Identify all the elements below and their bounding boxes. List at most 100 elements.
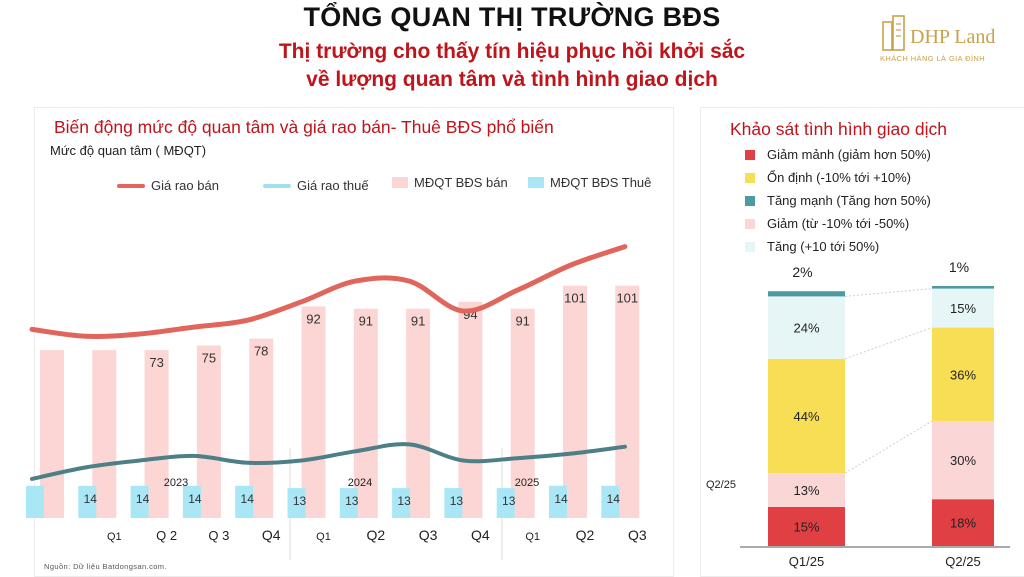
quarter-tick-label: Q1 bbox=[525, 531, 540, 543]
legend-increase: Tăng (+10 tới 50%) bbox=[745, 235, 931, 258]
quarter-tick-label: Q3 bbox=[628, 527, 647, 543]
legend-box-swatch bbox=[745, 218, 755, 229]
interest-chart-title: Biến động mức độ quan tâm và giá rao bán… bbox=[54, 117, 554, 137]
bar-segment-decline bbox=[768, 473, 845, 507]
segment-label: 13% bbox=[793, 483, 819, 498]
interest-rent-label: 14 bbox=[607, 492, 621, 506]
legend-box-swatch bbox=[745, 241, 755, 252]
quarter-tick-label: Q4 bbox=[262, 527, 281, 543]
interest-sale-label: 91 bbox=[515, 314, 529, 329]
interest-rent-bar bbox=[235, 485, 254, 518]
legend-label: MĐQT BĐS bán bbox=[414, 175, 508, 190]
bar-segment-increase bbox=[932, 288, 994, 328]
interest-rent-bar bbox=[549, 485, 567, 518]
category-label: Q2/25 bbox=[945, 554, 980, 569]
interest-rent-label: 13 bbox=[502, 494, 516, 508]
interest-sale-bar bbox=[458, 301, 483, 518]
survey-chart-title: Khảo sát tình hình giao dịch bbox=[730, 119, 947, 139]
segment-label: 2% bbox=[792, 264, 812, 280]
interest-sale-label: 78 bbox=[254, 344, 268, 359]
legend-line-swatch bbox=[117, 183, 145, 188]
legend-box-swatch bbox=[745, 172, 755, 183]
quarter-tick-label: Q1 bbox=[107, 531, 122, 543]
side-label: Q2/25 bbox=[706, 479, 736, 491]
legend-sale-price: Giá rao bán bbox=[117, 178, 219, 193]
building-logo-icon bbox=[882, 15, 905, 51]
legend-interest-sale: MĐQT BĐS bán bbox=[392, 175, 508, 190]
bar-segment-decline bbox=[932, 421, 994, 500]
segment-label: 1% bbox=[949, 259, 969, 275]
rent-price-line bbox=[30, 442, 627, 481]
quarter-tick-label: Q3 bbox=[419, 527, 438, 543]
interest-sale-bar bbox=[353, 308, 378, 518]
interest-chart-ylabel: Mức độ quan tâm ( MĐQT) bbox=[50, 143, 207, 158]
legend-label: Ổn định (-10% tới +10%) bbox=[767, 170, 912, 185]
interest-rent-label: 14 bbox=[188, 492, 202, 506]
legend-interest-rent: MĐQT BĐS Thuê bbox=[528, 175, 651, 190]
quarter-tick-label: Q2 bbox=[576, 527, 595, 543]
interest-sale-bar bbox=[615, 285, 640, 518]
interest-sale-label: 91 bbox=[411, 314, 425, 329]
interest-rent-bar bbox=[444, 488, 463, 518]
page-subtitle-line-2: về lượng quan tâm và tình hình giao dịch bbox=[306, 68, 718, 91]
interest-sale-label: 75 bbox=[202, 351, 216, 366]
interest-sale-bar bbox=[301, 306, 326, 518]
segment-label: 15% bbox=[950, 301, 976, 316]
interest-rent-label: 13 bbox=[345, 494, 359, 508]
bar-segment-increase bbox=[768, 296, 845, 359]
interest-rent-bar bbox=[496, 488, 515, 518]
survey-legend: Giảm mảnh (giảm hơn 50%) Ổn định (-10% t… bbox=[745, 143, 931, 258]
segment-label: 36% bbox=[950, 367, 976, 382]
logo-tagline: KHÁCH HÀNG LÀ GIA ĐÌNH bbox=[880, 54, 986, 63]
bar-segment-stable bbox=[768, 358, 845, 474]
segment-label: 30% bbox=[950, 453, 976, 468]
category-label: Q1/25 bbox=[789, 554, 824, 569]
legend-label: Giảm (từ -10% tới -50%) bbox=[767, 216, 910, 231]
legend-box-swatch bbox=[528, 177, 544, 188]
page-title: TỔNG QUAN THỊ TRƯỜNG BĐS bbox=[303, 2, 721, 32]
quarter-tick-label: Q1 bbox=[316, 531, 331, 543]
legend-box-swatch bbox=[392, 177, 408, 188]
interest-rent-bar bbox=[339, 488, 358, 518]
connector-line bbox=[844, 327, 933, 360]
legend-box-swatch bbox=[745, 195, 755, 206]
legend-label: Tăng mạnh (Tăng hơn 50%) bbox=[767, 193, 931, 208]
quarter-tick-label: Q 3 bbox=[208, 528, 229, 543]
interest-sale-label: 92 bbox=[306, 311, 320, 326]
legend-label: Tăng (+10 tới 50%) bbox=[767, 239, 880, 254]
interest-rent-bar bbox=[26, 485, 44, 518]
interest-rent-bar bbox=[78, 485, 97, 518]
interest-rent-label: 13 bbox=[450, 494, 464, 508]
legend-label: Giá rao bán bbox=[151, 178, 219, 193]
interest-rent-label: 14 bbox=[84, 492, 98, 506]
legend-decline-strong: Giảm mảnh (giảm hơn 50%) bbox=[745, 143, 931, 166]
legend-rent-price: Giá rao thuế bbox=[263, 178, 369, 193]
year-label: 2024 bbox=[348, 477, 372, 489]
year-label: 2023 bbox=[164, 477, 188, 489]
interest-rent-bar bbox=[130, 485, 149, 518]
bar-segment-decline-strong bbox=[768, 507, 845, 546]
legend-box-swatch bbox=[745, 149, 755, 160]
segment-label: 15% bbox=[793, 520, 819, 535]
quarter-tick-label: Q2 bbox=[366, 527, 385, 543]
interest-sale-bar bbox=[563, 285, 587, 518]
source-note: Nguồn: Dữ liệu Batdongsan.com. bbox=[44, 562, 167, 571]
segment-label: 18% bbox=[950, 516, 976, 531]
interest-rent-label: 14 bbox=[554, 492, 568, 506]
quarter-tick-label: Q4 bbox=[471, 527, 490, 543]
year-label: 2025 bbox=[515, 477, 539, 489]
interest-rent-label: 13 bbox=[293, 494, 307, 508]
segment-label: 44% bbox=[793, 409, 819, 424]
interest-rent-bar bbox=[287, 488, 306, 518]
legend-label: Giá rao thuế bbox=[297, 178, 369, 193]
sale-price-line bbox=[29, 244, 628, 339]
legend-decline: Giảm (từ -10% tới -50%) bbox=[745, 212, 931, 235]
interest-sale-label: 73 bbox=[149, 355, 163, 370]
legend-label: Giảm mảnh (giảm hơn 50%) bbox=[767, 147, 931, 162]
interest-rent-bar bbox=[392, 488, 411, 518]
segment-label: 24% bbox=[793, 321, 819, 336]
legend-label: MĐQT BĐS Thuê bbox=[550, 175, 652, 190]
interest-rent-label: 14 bbox=[136, 492, 150, 506]
connector-line bbox=[844, 288, 933, 297]
